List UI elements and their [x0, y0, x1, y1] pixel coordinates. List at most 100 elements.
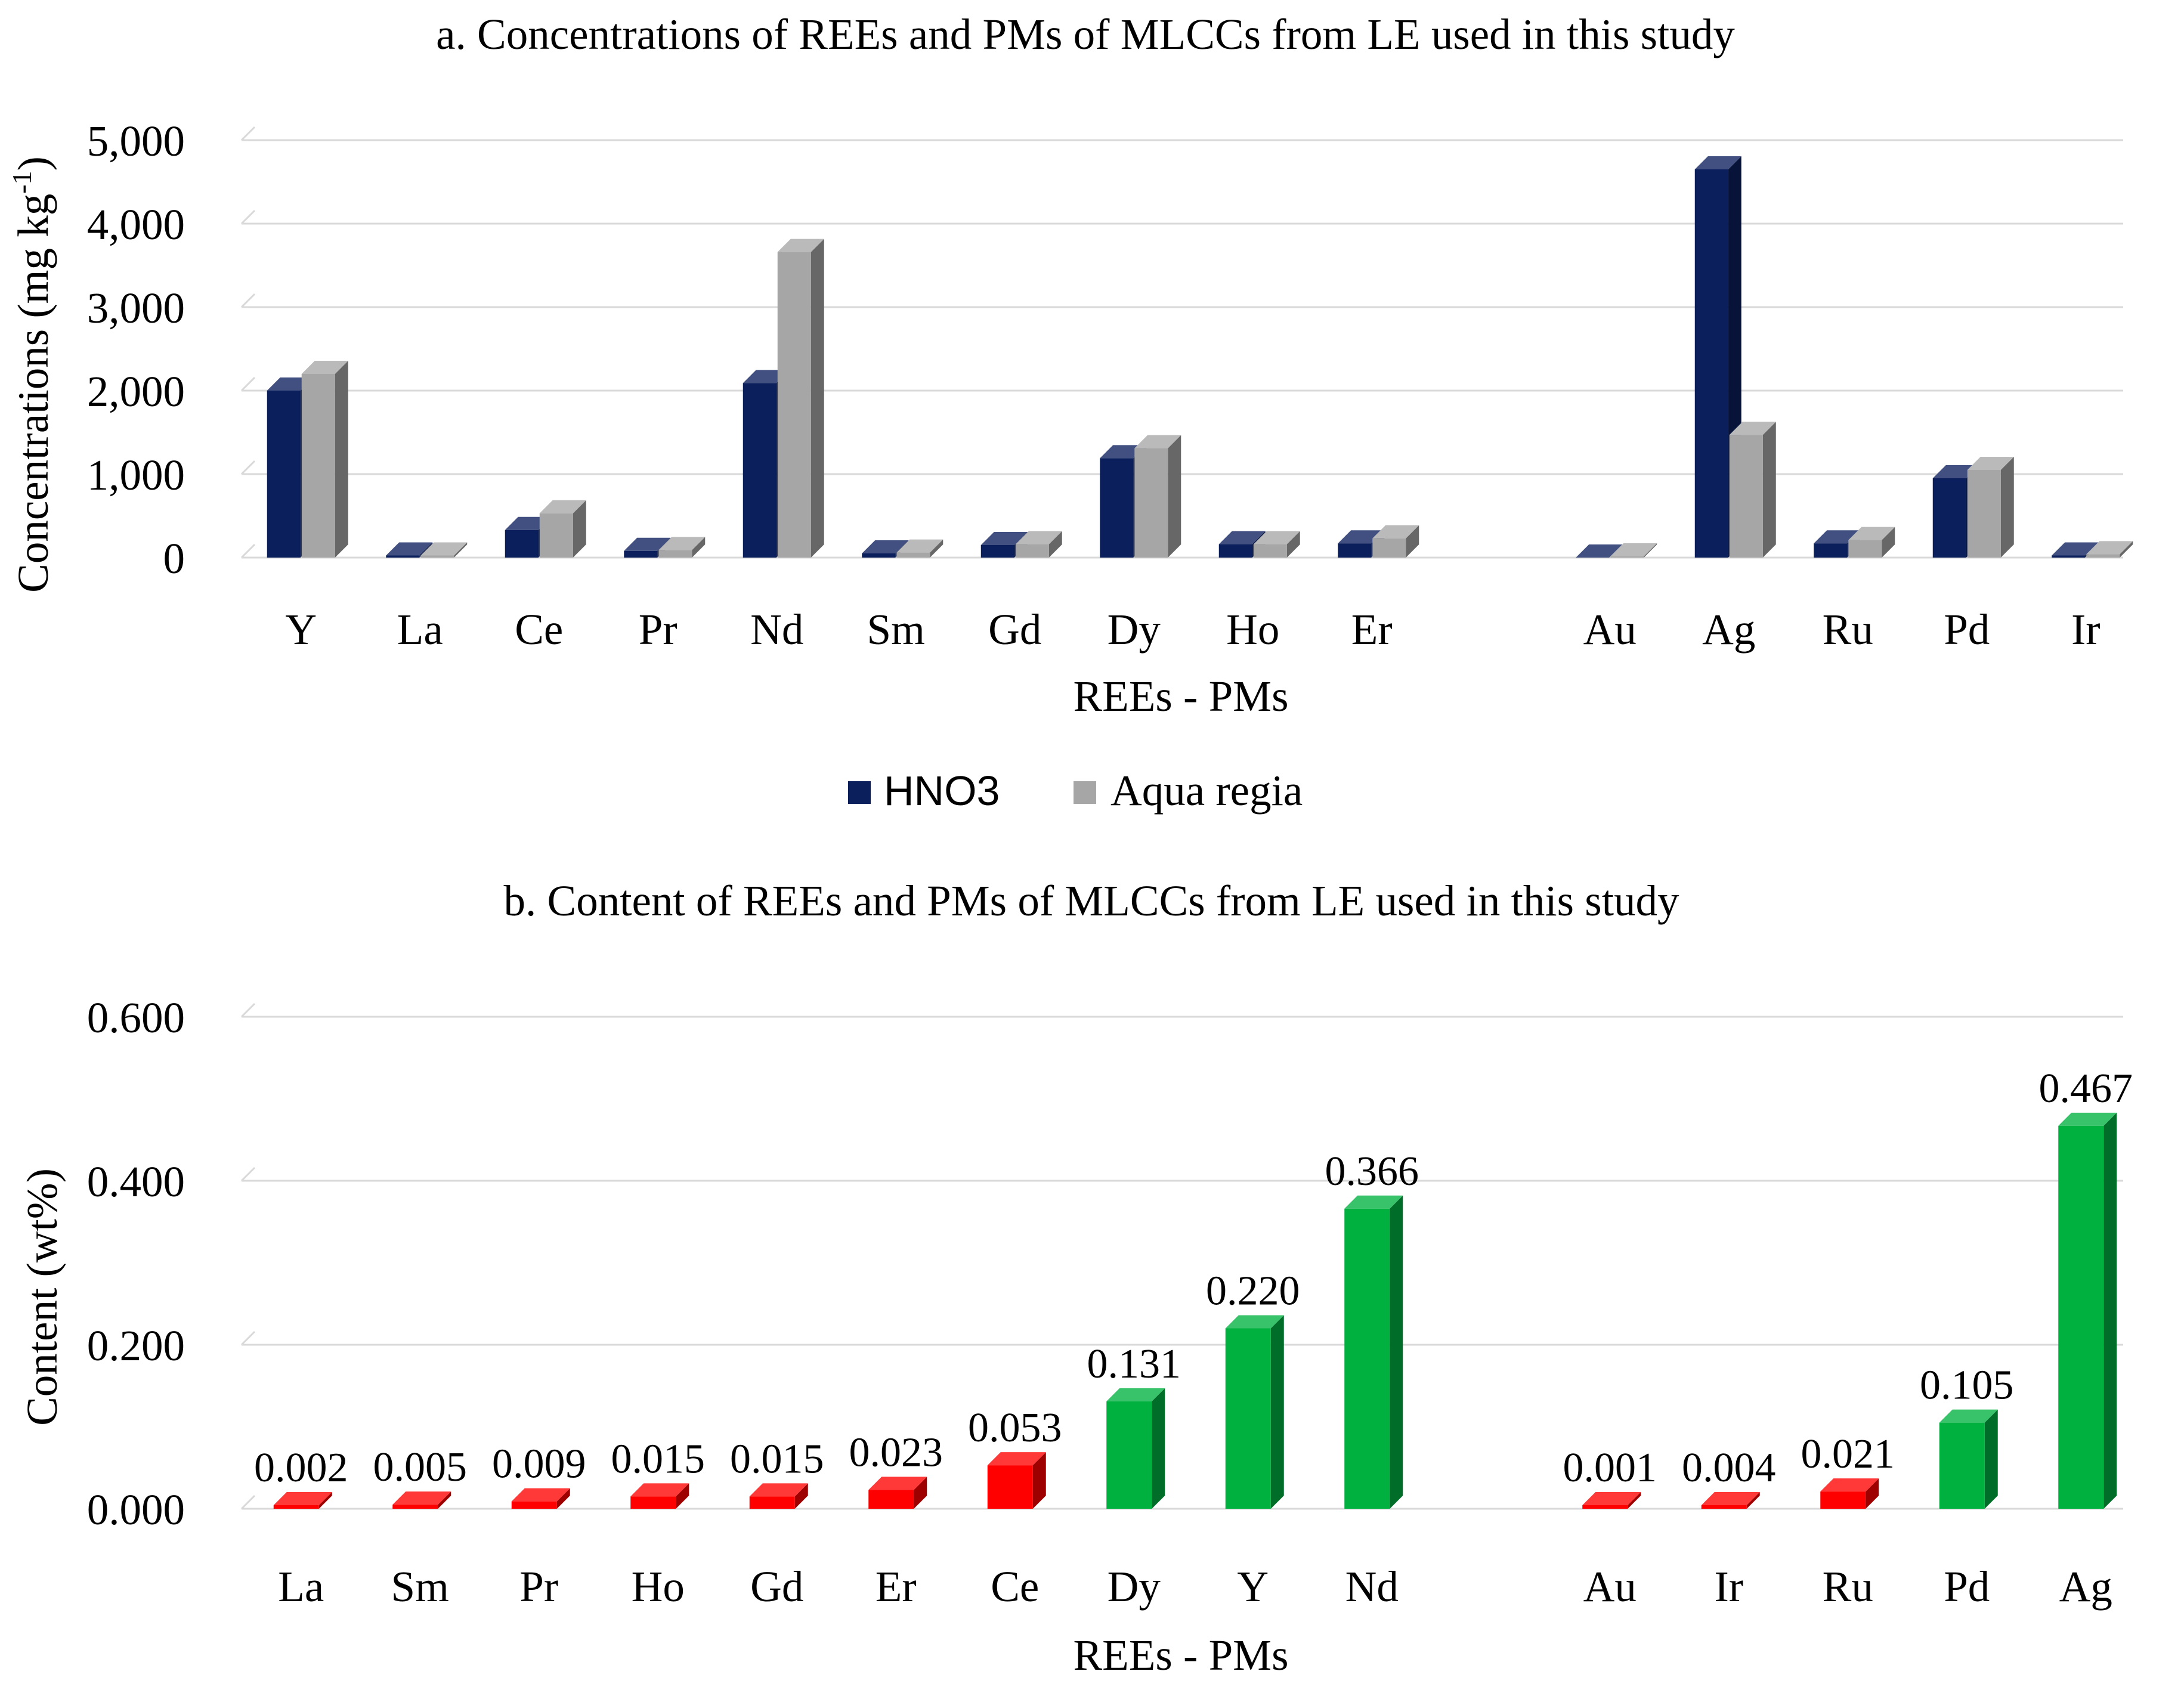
chart-b-x-tick-la: La: [278, 1562, 324, 1611]
chart-a-x-tick-ag: Ag: [1702, 605, 1755, 654]
chart-a-x-tick-sm: Sm: [867, 605, 925, 654]
chart-a-x-tick-y: Y: [285, 605, 317, 654]
chart-b-x-tick-ag: Ag: [2059, 1562, 2112, 1611]
chart-b-bars: [273, 1112, 2117, 1509]
chart-b-data-label-gd: 0.015: [730, 1436, 824, 1482]
chart-a-concentrations: a. Concentrations of REEs and PMs of MLC…: [7, 10, 2133, 815]
chart-a-bar-aqua-regia-ho: [1253, 531, 1300, 558]
chart-b-x-tick-er: Er: [876, 1562, 917, 1611]
chart-b-y-tick-label: 0.400: [87, 1158, 185, 1206]
chart-a-x-tick-au: Au: [1583, 605, 1637, 654]
chart-a-bar-aqua-regia-la: [420, 542, 468, 558]
chart-b-x-tick-ce: Ce: [991, 1562, 1039, 1611]
chart-a-x-tick-la: La: [397, 605, 443, 654]
chart-a-y-tick-label: 3,000: [87, 284, 185, 332]
chart-b-x-tick-pr: Pr: [519, 1562, 558, 1611]
chart-b-bar-y: [1225, 1315, 1284, 1509]
chart-b-bar-ho: [630, 1483, 689, 1509]
chart-a-x-tick-dy: Dy: [1108, 605, 1161, 654]
chart-a-gridline-depth: [240, 543, 256, 559]
chart-a-y-tick-label: 0: [163, 534, 185, 583]
chart-b-data-label-pr: 0.009: [492, 1441, 586, 1487]
chart-b-gridline-depth: [240, 1494, 256, 1510]
chart-a-bar-aqua-regia-dy: [1134, 435, 1181, 558]
chart-a-gridline-depth: [240, 126, 256, 141]
chart-b-data-label-nd: 0.366: [1325, 1149, 1419, 1194]
chart-a-bar-aqua-regia-pd: [1967, 457, 2014, 558]
chart-a-bar-aqua-regia-y: [301, 361, 348, 558]
chart-a-x-tick-labels: Y La Ce Pr Nd Sm Gd Dy Ho Er Au Ag Ru Pd Ir: [285, 605, 2100, 654]
chart-a-gridline-depth: [240, 376, 256, 392]
chart-b-data-label-y: 0.220: [1206, 1268, 1300, 1314]
chart-b-data-label-er: 0.023: [849, 1429, 943, 1475]
chart-a-bar-aqua-regia-gd: [1015, 531, 1062, 558]
chart-b-x-tick-nd: Nd: [1345, 1562, 1399, 1611]
chart-a-x-tick-ce: Ce: [515, 605, 563, 654]
chart-b-bar-gd: [749, 1483, 808, 1509]
chart-a-bar-aqua-regia-ce: [539, 500, 586, 558]
chart-b-data-label-au: 0.001: [1563, 1445, 1657, 1491]
chart-b-data-label-ag: 0.467: [2039, 1066, 2133, 1112]
chart-a-y-tick-label: 5,000: [87, 117, 185, 165]
chart-a-bar-aqua-regia-nd: [777, 239, 824, 558]
chart-b-x-tick-ho: Ho: [632, 1562, 685, 1611]
chart-a-x-tick-ho: Ho: [1226, 605, 1279, 654]
chart-a-bar-aqua-regia-au: [1610, 543, 1657, 558]
chart-b-bar-ce: [987, 1452, 1046, 1509]
chart-b-y-tick-label: 0.600: [87, 994, 185, 1042]
chart-b-bar-dy: [1106, 1388, 1165, 1509]
chart-a-x-tick-pr: Pr: [639, 605, 678, 654]
chart-a-bars: [267, 156, 2133, 558]
chart-a-bar-aqua-regia-er: [1372, 525, 1419, 558]
chart-b-data-labels: 0.002 0.005 0.009 0.015 0.015 0.023 0.053 0.131…: [254, 1066, 2133, 1491]
chart-a-gridline-depth: [240, 293, 256, 308]
chart-a-x-tick-gd: Gd: [988, 605, 1041, 654]
chart-b-bar-pr: [511, 1488, 570, 1509]
chart-a-bar-hno3-au: [1576, 544, 1623, 558]
chart-a-gridline-depth: [240, 460, 256, 475]
chart-b-y-tick-label: 0.200: [87, 1321, 185, 1370]
chart-a-bar-aqua-regia-sm: [896, 539, 943, 558]
chart-a-legend: HNO3 Aqua regia: [848, 766, 1303, 815]
chart-a-title: a. Concentrations of REEs and PMs of MLC…: [436, 10, 1735, 58]
legend-swatch-hno3: [848, 781, 871, 804]
chart-b-data-label-pd: 0.105: [1920, 1363, 2014, 1409]
chart-b-content: b. Content of REEs and PMs of MLCCs from…: [18, 877, 2133, 1679]
chart-a-y-tick-label: 2,000: [87, 367, 185, 416]
legend-label-aqua-regia: Aqua regia: [1110, 766, 1303, 815]
chart-a-y-tick-labels: 0 1,000 2,000 3,000 4,000 5,000: [87, 117, 185, 583]
chart-b-gridline-depth: [240, 1166, 256, 1182]
chart-b-data-label-ce: 0.053: [968, 1405, 1062, 1451]
chart-b-bar-la: [273, 1492, 332, 1509]
chart-b-bar-sm: [392, 1491, 451, 1509]
chart-b-x-tick-sm: Sm: [391, 1562, 449, 1611]
chart-a-bar-aqua-regia-ir: [2086, 541, 2133, 558]
chart-b-bar-ru: [1820, 1478, 1879, 1509]
chart-b-x-tick-labels: La Sm Pr Ho Gd Er Ce Dy Y Nd Au Ir Ru Pd Ag: [278, 1562, 2112, 1611]
chart-b-data-label-sm: 0.005: [373, 1444, 468, 1490]
chart-b-x-tick-gd: Gd: [750, 1562, 803, 1611]
chart-b-x-tick-au: Au: [1583, 1562, 1637, 1611]
chart-b-y-tick-labels: 0.000 0.200 0.400 0.600: [87, 994, 185, 1534]
chart-b-y-axis-label: Content (wt%): [18, 1168, 66, 1426]
legend-label-hno3: HNO3: [884, 767, 1000, 814]
chart-a-bar-aqua-regia-ru: [1848, 527, 1895, 558]
chart-a-gridline-depth: [240, 209, 256, 225]
chart-a-x-axis-label: REEs - PMs: [1073, 672, 1288, 720]
chart-a-x-tick-nd: Nd: [750, 605, 803, 654]
chart-b-x-tick-dy: Dy: [1108, 1562, 1161, 1611]
chart-b-y-tick-label: 0.000: [87, 1485, 185, 1534]
chart-b-x-axis-label: REEs - PMs: [1073, 1631, 1288, 1679]
chart-a-bar-aqua-regia-pr: [658, 537, 706, 558]
chart-b-data-label-ho: 0.015: [611, 1436, 706, 1482]
chart-a-bar-hno3-ag: [1694, 156, 1741, 558]
chart-b-x-tick-pd: Pd: [1944, 1562, 1990, 1611]
chart-a-x-tick-er: Er: [1351, 605, 1393, 654]
chart-a-y-axis-label: Concentrations (mg kg-1): [7, 156, 57, 593]
chart-b-data-label-la: 0.002: [254, 1445, 348, 1491]
chart-a-x-tick-ir: Ir: [2071, 605, 2101, 654]
chart-b-bar-er: [868, 1477, 927, 1509]
chart-b-title: b. Content of REEs and PMs of MLCCs from…: [504, 877, 1680, 925]
chart-b-data-label-ru: 0.021: [1801, 1431, 1895, 1477]
